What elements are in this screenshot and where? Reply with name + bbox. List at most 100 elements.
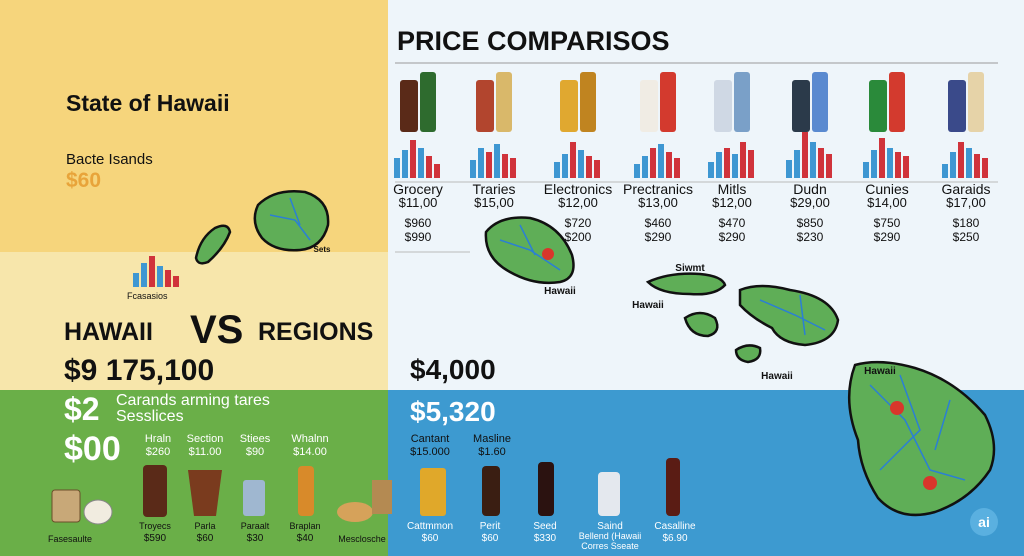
item-name: Whalnn: [291, 433, 329, 445]
decor-bar: [740, 142, 746, 178]
decor-bar: [478, 148, 484, 178]
item-price: $330: [533, 533, 557, 544]
decor-bar: [982, 158, 988, 178]
state-title: State of Hawaii: [66, 90, 230, 116]
decor-bar: [554, 162, 560, 178]
price: $2: [64, 391, 100, 427]
item-name: Braplan: [289, 521, 321, 531]
product-icon: [889, 72, 905, 132]
product-price: $15,00: [474, 195, 514, 210]
decor-bar: [748, 150, 754, 178]
product-name: Garaids: [941, 181, 991, 197]
product-value: $250: [952, 230, 980, 244]
island: [194, 224, 232, 265]
decor-bar: [570, 142, 576, 178]
product-price: $17,00: [946, 195, 986, 210]
decor-bar: [708, 162, 714, 178]
decor-bar: [394, 158, 400, 178]
item-price: $590: [143, 533, 167, 544]
decor-bar: [594, 160, 600, 178]
decor-bar: [879, 138, 885, 178]
item-name: Cantant: [410, 433, 450, 445]
product-name: Dudn: [793, 181, 827, 197]
item-name: Section: [186, 433, 224, 445]
product-price: $12,00: [712, 195, 752, 210]
product-icon: [660, 72, 676, 132]
product-icon: [580, 72, 596, 132]
product-icon: [948, 80, 966, 132]
decor-bar: [578, 150, 584, 178]
decor-bar: [802, 132, 808, 178]
product-value: $990: [404, 230, 432, 244]
item-name: Paraalt: [240, 521, 270, 531]
subtitle: Bacte Isands: [66, 151, 153, 168]
item-name: Masline: [473, 433, 511, 445]
bottom-products: [51, 458, 680, 525]
decor-bar: [958, 142, 964, 178]
product-icon: [734, 72, 750, 132]
product-name: Prectranics: [622, 181, 694, 197]
product-icon: [640, 80, 658, 132]
item-name: Seed: [533, 521, 557, 532]
item-name: Stiees: [239, 433, 271, 445]
item-name: Perit: [479, 521, 501, 532]
decor-bar: [658, 144, 664, 178]
decor-bar: [410, 140, 416, 178]
product-name: Mitls: [717, 181, 747, 197]
decor-bar: [470, 160, 476, 178]
item-price: $40: [296, 533, 314, 544]
product-icon: [496, 72, 512, 132]
product-value: $180: [952, 216, 980, 230]
product-price: $29,00: [790, 195, 830, 210]
decor-bar: [974, 154, 980, 178]
island: [683, 311, 719, 338]
product-icon: [812, 72, 828, 132]
price: $00: [64, 430, 121, 468]
decor-bar: [402, 150, 408, 178]
item-price: $1.60: [478, 446, 506, 458]
product-value: $470: [718, 216, 746, 230]
island: [738, 284, 840, 347]
decor-bar: [942, 164, 948, 178]
decor-bar: [426, 156, 432, 178]
versus-left: HAWAII: [64, 318, 153, 346]
product-value: $720: [564, 216, 592, 230]
product-name: Electronics: [543, 181, 613, 197]
item-name: Parla: [194, 521, 216, 531]
decor-bar: [732, 154, 738, 178]
item-price: $14.00: [293, 446, 327, 458]
product-icon: [400, 80, 418, 132]
decor-bar: [786, 160, 792, 178]
product-value: $460: [644, 216, 672, 230]
decor-bar: [586, 156, 592, 178]
decor-bar: [871, 150, 877, 178]
decor-bar: [794, 150, 800, 178]
map-label: Siwmt: [675, 263, 705, 274]
island: [734, 344, 762, 364]
item-price: $6.90: [662, 533, 688, 544]
text-line: Sesslices: [116, 408, 184, 425]
decor-bar: [650, 148, 656, 178]
product-icon: [869, 80, 887, 132]
versus-middle: VS: [190, 308, 244, 352]
product-value: $750: [873, 216, 901, 230]
text-line: Carands arming tares: [116, 392, 270, 409]
product-name: Traries: [472, 181, 516, 197]
item-price: $11.00: [188, 446, 222, 458]
decor-bar: [863, 162, 869, 178]
product-price: $14,00: [867, 195, 907, 210]
decor-bar: [887, 148, 893, 178]
flowers: [542, 248, 937, 490]
mini-chart: [133, 256, 179, 287]
product-price: $12,00: [558, 195, 598, 210]
decor-bar: [666, 152, 672, 178]
decor-bar: [724, 148, 730, 178]
map-label: Hawaii: [544, 286, 576, 297]
item-line: Bellend (Hawaii: [578, 531, 642, 541]
item-price: $60: [481, 533, 499, 544]
product-value: $230: [796, 230, 824, 244]
total: $9 175,100: [64, 354, 215, 387]
decor-bar: [674, 158, 680, 178]
